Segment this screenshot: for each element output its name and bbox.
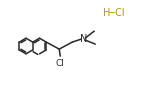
Text: −Cl: −Cl — [108, 8, 126, 18]
Text: Cl: Cl — [56, 59, 65, 68]
Text: H: H — [103, 8, 110, 18]
Text: N: N — [80, 34, 87, 44]
